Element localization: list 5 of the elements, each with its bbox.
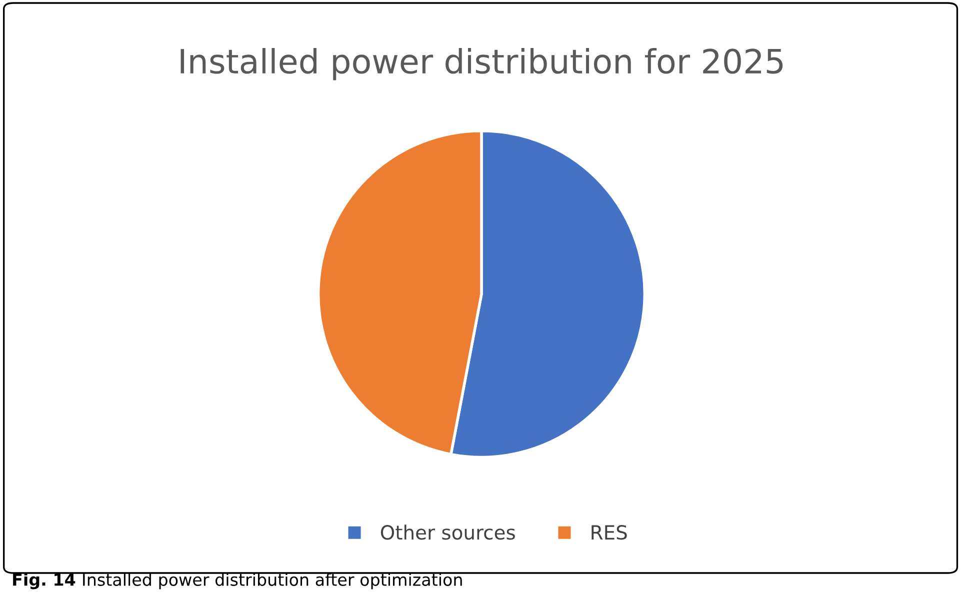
chart-title: Installed power distribution for 2025 xyxy=(180,48,783,80)
legend-label: RES xyxy=(592,525,627,540)
caption: Fig. 14 xyxy=(13,572,76,590)
legend-label: Other sources xyxy=(380,524,515,540)
text: Installed power distribution after optimization xyxy=(83,573,462,590)
